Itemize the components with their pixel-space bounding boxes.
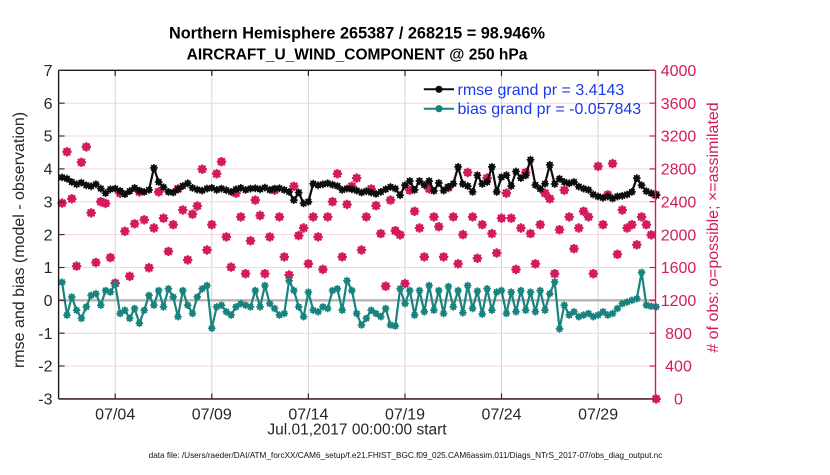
svg-text:# of obs: o=possible; ×=assimi: # of obs: o=possible; ×=assimilated: [705, 102, 722, 352]
svg-text:2400: 2400: [661, 194, 697, 211]
svg-text:data file: /Users/raeder/DAI/A: data file: /Users/raeder/DAI/ATM_forcXX/…: [149, 451, 663, 460]
svg-text:1: 1: [44, 260, 53, 277]
svg-text:2000: 2000: [661, 227, 697, 244]
svg-text:2: 2: [44, 227, 53, 244]
svg-text:6: 6: [44, 96, 53, 113]
svg-text:3: 3: [44, 194, 53, 211]
svg-text:400: 400: [665, 359, 692, 376]
svg-text:0: 0: [44, 293, 53, 310]
svg-text:2800: 2800: [661, 162, 697, 179]
svg-text:AIRCRAFT_U_WIND_COMPONENT @ 25: AIRCRAFT_U_WIND_COMPONENT @ 250 hPa: [187, 46, 528, 63]
svg-text:07/09: 07/09: [192, 407, 232, 424]
svg-text:1200: 1200: [661, 293, 697, 310]
svg-text:3200: 3200: [661, 129, 697, 146]
svg-text:-2: -2: [38, 359, 52, 376]
svg-text:5: 5: [44, 129, 53, 146]
svg-text:07/29: 07/29: [578, 407, 618, 424]
svg-text:4000: 4000: [661, 63, 697, 80]
svg-text:07/14: 07/14: [288, 407, 328, 424]
svg-text:Jul.01,2017 00:00:00 start: Jul.01,2017 00:00:00 start: [267, 422, 447, 439]
svg-text:800: 800: [665, 326, 692, 343]
svg-text:-1: -1: [38, 326, 52, 343]
svg-text:07/19: 07/19: [385, 407, 425, 424]
svg-text:rmse and bias (model - observa: rmse and bias (model - observation): [11, 112, 28, 368]
svg-text:07/24: 07/24: [481, 407, 521, 424]
svg-text:Northern Hemisphere 265387 / 2: Northern Hemisphere 265387 / 268215 = 98…: [169, 25, 546, 43]
svg-text:-3: -3: [38, 392, 52, 409]
svg-text:07/04: 07/04: [95, 407, 135, 424]
svg-text:rmse grand pr = 3.4143: rmse grand pr = 3.4143: [458, 82, 625, 99]
svg-text:7: 7: [44, 63, 53, 80]
svg-text:bias grand pr = -0.057843: bias grand pr = -0.057843: [458, 101, 642, 118]
svg-text:0: 0: [674, 392, 683, 409]
svg-text:1600: 1600: [661, 260, 697, 277]
svg-text:3600: 3600: [661, 96, 697, 113]
svg-text:4: 4: [44, 162, 53, 179]
